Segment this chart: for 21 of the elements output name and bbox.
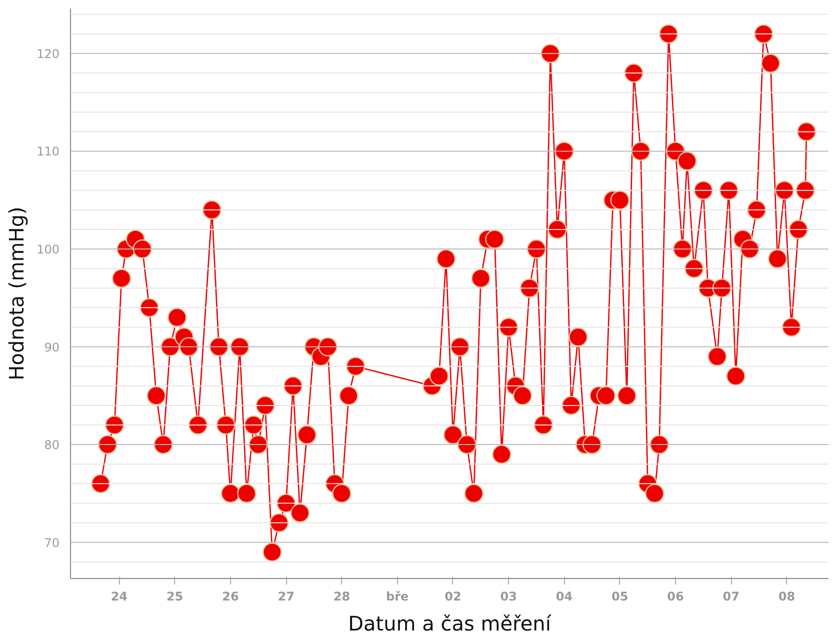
x-tick-label: 27 [278,590,294,604]
x-tick-label: 25 [166,590,184,604]
x-tick-label: 03 [500,590,517,604]
y-tick-label: 80 [44,438,60,452]
x-tick-label: bře [386,590,409,604]
y-tick-label: 90 [44,340,60,354]
x-axis-title: Datum a čas měření [348,612,552,636]
x-tick-label: 06 [667,590,684,604]
y-tick-label: 110 [36,144,60,159]
y-tick-label: 120 [36,46,60,61]
x-tick-label: 24 [110,590,128,604]
x-tick-label: 04 [556,590,573,604]
x-tick-label: 02 [444,590,462,604]
y-tick-label: 100 [36,242,60,257]
y-axis-title: Hodnota (mmHg) [4,206,29,380]
x-tick-label: 05 [612,590,628,604]
x-tick-label: 07 [722,590,740,604]
x-tick-label: 26 [222,590,239,604]
y-tick-label: 70 [44,536,60,550]
x-tick-label: 28 [333,590,350,604]
x-tick-label: 08 [778,590,796,604]
